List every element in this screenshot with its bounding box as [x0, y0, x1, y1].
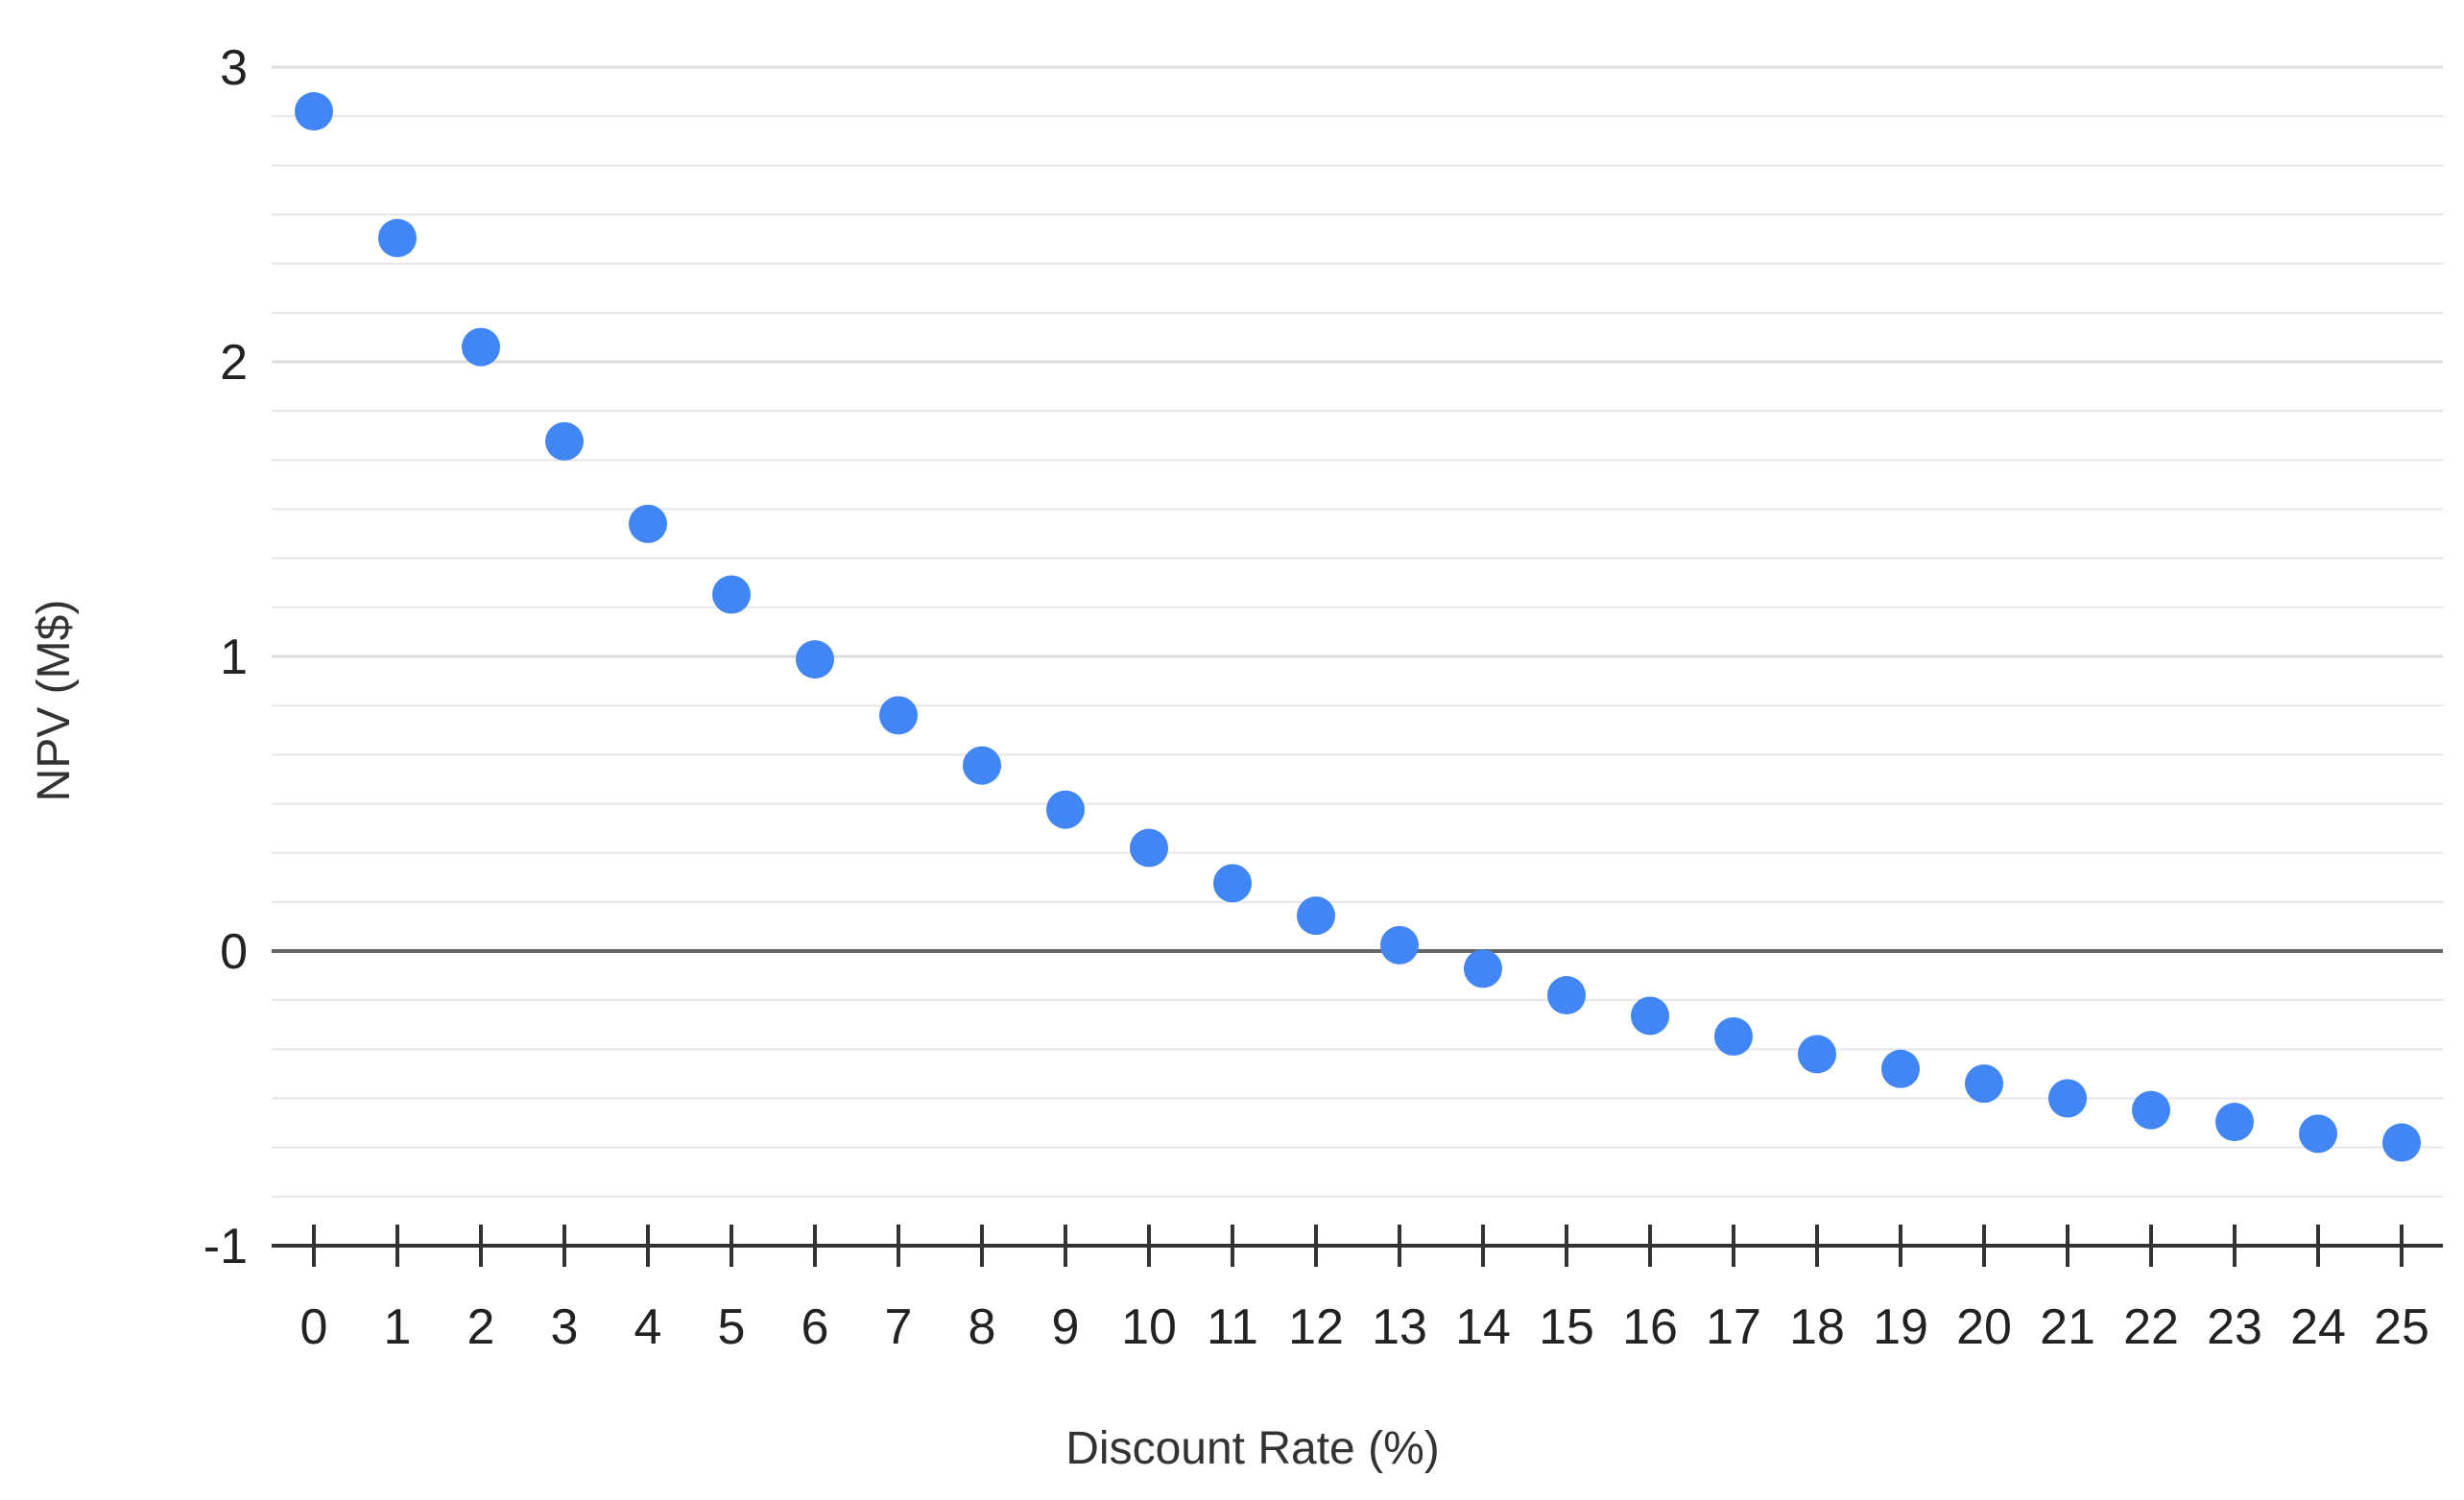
- x-tick-label: 7: [885, 1299, 913, 1355]
- data-point: [1714, 1017, 1753, 1057]
- data-point: [1798, 1035, 1836, 1074]
- data-point: [2215, 1103, 2254, 1142]
- data-points: [295, 92, 2421, 1162]
- x-tick-label: 14: [1455, 1299, 1511, 1355]
- y-tick-label: 2: [220, 335, 248, 391]
- data-point: [2132, 1090, 2170, 1130]
- y-tick-label: -1: [203, 1219, 248, 1274]
- data-point: [1213, 864, 1252, 903]
- data-point: [629, 504, 667, 543]
- x-tick-label: 5: [718, 1299, 746, 1355]
- x-tick-label: 10: [1121, 1299, 1177, 1355]
- x-tick-label: 9: [1052, 1299, 1080, 1355]
- x-tick-label: 0: [300, 1299, 328, 1355]
- x-tick-label: 18: [1789, 1299, 1845, 1355]
- data-point: [2048, 1079, 2087, 1118]
- data-point: [963, 746, 1001, 785]
- data-point: [1464, 949, 1502, 988]
- x-tick-label: 17: [1706, 1299, 1761, 1355]
- data-point: [1965, 1064, 2003, 1104]
- x-tick-label: 3: [551, 1299, 579, 1355]
- x-tick-label: 21: [2040, 1299, 2095, 1355]
- x-tick-label: 20: [1956, 1299, 2012, 1355]
- data-point: [545, 421, 584, 461]
- x-tick-label: 8: [969, 1299, 996, 1355]
- data-point: [1380, 925, 1419, 964]
- data-point: [462, 327, 500, 367]
- x-tick-label: 13: [1372, 1299, 1427, 1355]
- data-point: [712, 575, 751, 614]
- x-tick-label: 1: [384, 1299, 412, 1355]
- x-tick-label: 22: [2123, 1299, 2179, 1355]
- x-tick-label: 23: [2207, 1299, 2262, 1355]
- x-tick-label: 2: [467, 1299, 495, 1355]
- x-tick-label: 11: [1207, 1299, 1258, 1355]
- x-tick-label: 24: [2290, 1299, 2346, 1355]
- data-point: [1046, 790, 1085, 829]
- data-point: [1631, 996, 1669, 1036]
- data-point: [796, 640, 834, 679]
- data-point: [2382, 1123, 2421, 1162]
- y-tick-label: 0: [220, 924, 248, 980]
- x-tick-label: 19: [1873, 1299, 1928, 1355]
- data-point: [1130, 828, 1168, 868]
- y-axis-title: NPV (M$): [29, 600, 80, 802]
- x-tick-label: 15: [1539, 1299, 1594, 1355]
- x-tick-label: 4: [634, 1299, 662, 1355]
- x-tick-label: 6: [801, 1299, 829, 1355]
- y-tick-label: 3: [220, 40, 248, 96]
- y-tick-label: 1: [220, 630, 248, 685]
- data-point: [295, 92, 333, 131]
- data-point: [879, 696, 918, 735]
- data-point: [2299, 1114, 2337, 1154]
- gridlines: [272, 65, 2443, 1198]
- x-axis: [272, 1225, 2443, 1267]
- x-axis-tick-labels: 0 1 2 3 4 5 6 7 8 9 10 11 12 13 14 15 16 17 18 19 20 21 22 23 24…: [300, 1299, 2429, 1355]
- data-point: [1297, 896, 1335, 936]
- y-axis-tick-labels: -1 0 1 2 3: [203, 40, 248, 1274]
- data-point: [1881, 1049, 1920, 1088]
- x-axis-title: Discount Rate (%): [1065, 1423, 1439, 1474]
- x-tick-label: 16: [1622, 1299, 1678, 1355]
- x-tick-label: 12: [1288, 1299, 1344, 1355]
- x-tick-label: 25: [2374, 1299, 2429, 1355]
- data-point: [1547, 976, 1586, 1015]
- data-point: [378, 219, 417, 258]
